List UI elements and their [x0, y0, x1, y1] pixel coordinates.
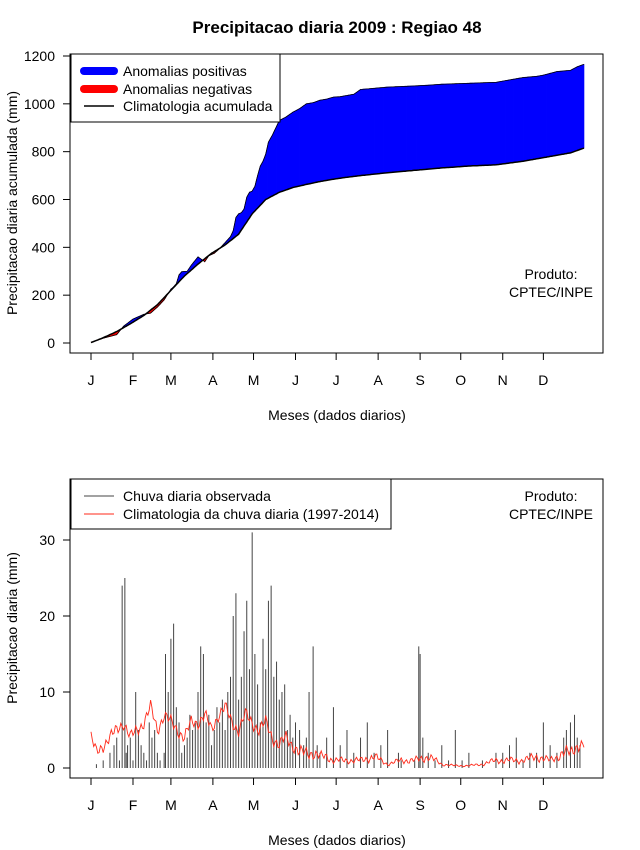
accumulated-x-tick-label: M: [248, 372, 260, 388]
accumulated-y-tick-label: 1200: [24, 48, 55, 64]
accumulated-legend: Anomalias positivas Anomalias negativas …: [70, 53, 281, 123]
daily-legend: Chuva diaria observada Climatologia da c…: [70, 478, 392, 530]
daily-x-tick-label: O: [455, 797, 466, 813]
accumulated-x-tick-label: M: [165, 372, 177, 388]
accumulated-y-label: Precipitacao diaria acumulada (mm): [4, 91, 20, 315]
daily-x-tick-label: J: [333, 797, 340, 813]
accumulated-x-tick-label: F: [129, 372, 138, 388]
daily-x-label: Meses (dados diarios): [268, 832, 406, 848]
accumulated-y-tick-label: 600: [32, 192, 56, 208]
accumulated-x-tick-label: A: [373, 372, 383, 388]
accumulated-y-axis: 0 200 400 600 800 1000 1200: [24, 48, 71, 351]
accumulated-x-tick-label: O: [455, 372, 466, 388]
daily-y-tick-label: 30: [39, 532, 55, 548]
accumulated-x-tick-label: J: [88, 372, 95, 388]
legend-clim-daily-label: Climatologia da chuva diaria (1997-2014): [123, 506, 379, 522]
accumulated-y-tick-label: 0: [47, 335, 55, 351]
accumulated-x-tick-label: J: [333, 372, 340, 388]
climatology-daily-line: [90, 700, 585, 768]
legend-observed-label: Chuva diaria observada: [123, 488, 271, 504]
daily-y-tick-label: 10: [39, 684, 55, 700]
accumulated-x-tick-label: D: [538, 372, 548, 388]
daily-x-tick-label: N: [498, 797, 508, 813]
legend-positive-label: Anomalias positivas: [123, 63, 247, 79]
daily-x-tick-label: M: [165, 797, 177, 813]
accumulated-x-label: Meses (dados diarios): [268, 407, 406, 423]
daily-y-tick-label: 20: [39, 608, 55, 624]
daily-y-tick-label: 0: [47, 760, 55, 776]
daily-x-tick-label: M: [248, 797, 260, 813]
accumulated-y-tick-label: 1000: [24, 96, 55, 112]
daily-x-tick-label: F: [129, 797, 138, 813]
daily-x-tick-label: D: [538, 797, 548, 813]
accumulated-x-tick-label: J: [292, 372, 299, 388]
accumulated-panel: 0 200 400 600 800 1000 1200 J F M A M J J A S O N D Meses…: [4, 48, 604, 423]
daily-y-label: Precipitacao diaria (mm): [4, 552, 20, 704]
daily-x-tick-label: A: [373, 797, 383, 813]
daily-product-source: CPTEC/INPE: [509, 506, 593, 522]
daily-panel: 0 10 20 30 J F M A M J J A S O N D Meses (dados diario…: [4, 478, 604, 848]
legend-climatology-label: Climatologia acumulada: [123, 98, 273, 114]
accumulated-y-tick-label: 200: [32, 287, 56, 303]
positive-anomaly-segment: [582, 63, 585, 149]
observed-daily-bars: [95, 532, 581, 768]
accumulated-x-tick-label: N: [498, 372, 508, 388]
daily-x-tick-label: A: [208, 797, 218, 813]
accumulated-x-tick-label: A: [208, 372, 218, 388]
daily-y-axis: 0 10 20 30: [39, 532, 71, 776]
accumulated-product-label: Produto:: [525, 266, 578, 282]
daily-product-label: Produto:: [525, 488, 578, 504]
daily-x-tick-label: J: [88, 797, 95, 813]
accumulated-x-tick-label: S: [415, 372, 424, 388]
accumulated-product-source: CPTEC/INPE: [509, 284, 593, 300]
climatology-cumulative-line: [90, 147, 585, 344]
daily-x-tick-label: S: [415, 797, 424, 813]
daily-x-tick-label: J: [292, 797, 299, 813]
legend-negative-label: Anomalias negativas: [123, 81, 252, 97]
accumulated-y-tick-label: 400: [32, 239, 56, 255]
accumulated-y-tick-label: 800: [32, 144, 56, 160]
figure-title: Precipitacao diaria 2009 : Regiao 48: [192, 18, 481, 37]
daily-legend-box: [70, 478, 392, 530]
